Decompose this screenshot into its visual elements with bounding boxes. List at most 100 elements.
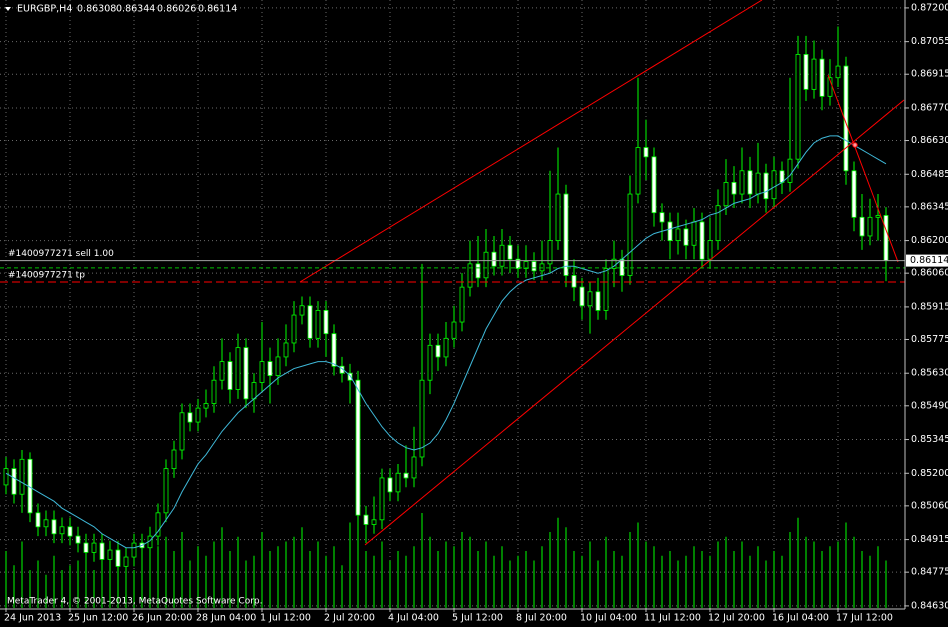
candle-body [587, 291, 593, 307]
candle-body [435, 344, 441, 358]
y-tick-label: 0.84915 [911, 534, 948, 545]
candle-body [851, 170, 857, 218]
candle-body [291, 314, 297, 344]
candle-body [323, 309, 329, 335]
y-tick-label: 0.86345 [911, 201, 948, 212]
candle-body [579, 286, 585, 307]
candle-body [835, 65, 841, 79]
candle-body [355, 379, 361, 516]
candle-body [51, 519, 57, 535]
candle-body [75, 535, 81, 544]
candle-body [11, 468, 17, 495]
order-label: #1400977271 tp [8, 271, 85, 281]
candle-body [267, 361, 273, 376]
candle-body [179, 412, 185, 451]
y-tick-label: 0.84775 [911, 567, 948, 578]
candles [3, 26, 889, 581]
candle-body [371, 519, 377, 525]
candle-body [763, 172, 769, 200]
candle-body [803, 54, 809, 90]
candle-body [859, 216, 865, 237]
candle-body [35, 512, 41, 528]
candle-body [163, 468, 169, 514]
x-tick-label: 28 Jun 04:00 [196, 613, 256, 624]
candle-body [155, 512, 161, 537]
candle-body [283, 342, 289, 358]
candle-body [467, 263, 473, 288]
y-tick-label: 0.85915 [911, 301, 948, 312]
candle-body [363, 514, 369, 525]
candle-body [867, 216, 873, 237]
volumes [5, 513, 887, 608]
trend-point [852, 142, 858, 148]
candle-body [755, 172, 761, 195]
candle-body [651, 156, 657, 214]
candle-body [659, 212, 665, 223]
candle-body [491, 251, 497, 267]
candle-body [555, 193, 561, 241]
y-tick-label: 0.85345 [911, 434, 948, 445]
candle-body [787, 158, 793, 183]
candle-body [411, 456, 417, 479]
y-tick-label: 0.85630 [911, 368, 948, 379]
candle-body [427, 344, 433, 381]
candle-body [691, 221, 697, 246]
candle-body [299, 305, 305, 316]
candle-body [531, 261, 537, 272]
candle-body [715, 205, 721, 241]
candle-body [387, 477, 393, 493]
candle-body [259, 361, 265, 383]
close-value: 0.86114 [198, 4, 237, 15]
candle-body [747, 170, 753, 195]
open-value: 0.86308 [77, 4, 116, 15]
high-value: 0.86344 [116, 4, 155, 15]
candle-body [707, 240, 713, 260]
y-tick-label: 0.86485 [911, 169, 948, 180]
candle-body [667, 221, 673, 241]
x-tick-label: 26 Jun 20:00 [132, 613, 192, 624]
last-price-label: 0.86114 [910, 255, 948, 266]
channel-upper [299, 0, 763, 283]
header: EURGBP,H4 0.86308 0.86344 0.86026 0.8611… [5, 4, 237, 15]
y-tick-label: 0.85775 [911, 334, 948, 345]
x-tick-label: 8 Jul 20:00 [516, 613, 567, 624]
candle-body [723, 182, 729, 207]
x-tick-label: 16 Jul 04:00 [772, 613, 829, 624]
candle-body [67, 526, 73, 537]
candle-body [459, 286, 465, 323]
candle-body [595, 291, 601, 311]
x-tick-label: 25 Jun 12:00 [68, 613, 128, 624]
candle-body [603, 268, 609, 311]
candle-body [107, 549, 113, 560]
order-label: #1400977271 sell 1.00 [8, 249, 114, 259]
candle-body [475, 263, 481, 279]
candle-body [307, 305, 313, 339]
candle-body [419, 379, 425, 458]
y-tick-label: 0.87200 [911, 2, 948, 13]
menu-arrow [5, 7, 11, 11]
candle-body [643, 147, 649, 158]
candle-body [515, 258, 521, 269]
low-value: 0.86026 [157, 4, 196, 15]
candle-body [315, 309, 321, 339]
candle-body [3, 468, 9, 486]
candle-body [379, 477, 385, 521]
candle-body [171, 449, 177, 470]
x-tick-label: 10 Jul 04:00 [580, 613, 637, 624]
candle-body [627, 193, 633, 276]
x-tick-label: 4 Jul 04:00 [388, 613, 439, 624]
x-tick-label: 12 Jul 20:00 [708, 613, 765, 624]
y-tick-label: 0.85200 [911, 468, 948, 479]
candle-body [811, 58, 817, 90]
y-tick-label: 0.87055 [911, 36, 948, 47]
candle-body [499, 244, 505, 267]
candle-body [883, 215, 889, 262]
y-tick-label: 0.86770 [911, 102, 948, 113]
candle-body [819, 58, 825, 97]
candle-body [203, 403, 209, 409]
candle-body [635, 147, 641, 195]
symbol: EURGBP,H4 [17, 4, 72, 15]
candle-body [275, 356, 281, 376]
